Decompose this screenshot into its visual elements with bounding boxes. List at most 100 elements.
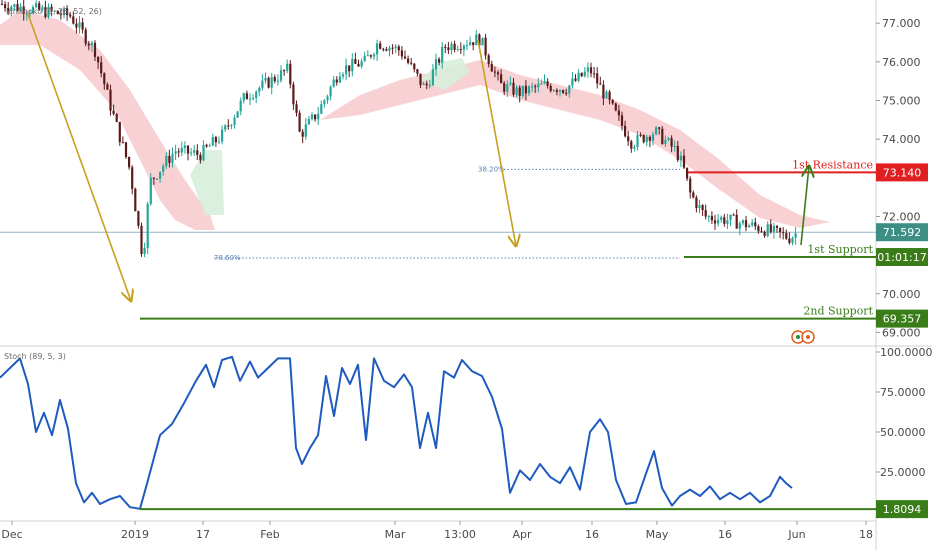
candle-body-193 [599,83,602,85]
candle-body-177 [549,85,552,91]
candle-body-164 [509,82,512,85]
time-tick-label-0: Dec [1,528,22,541]
candle-body-122 [379,43,382,49]
candle-body-255 [791,237,794,243]
candle-body-166 [515,87,518,95]
price-tick-label-2: 75.000 [882,94,921,107]
stoch-tick-label-0: 100.0000 [880,346,932,359]
candle-body-71 [221,129,224,142]
candle-body-47 [146,203,149,248]
candle-body-29 [90,42,93,46]
candle-body-129 [400,50,403,57]
candle-body-220 [682,155,686,168]
candle-body-196 [608,91,611,100]
candle-body-63 [196,150,199,155]
candle-body-48 [149,177,152,204]
candle-body-84 [261,80,264,88]
candle-body-116 [360,61,363,67]
candle-body-213 [661,128,664,144]
current-price-tag-text: 71.592 [883,226,922,239]
candle-body-238 [738,223,741,229]
stoch-tick-label-3: 25.0000 [880,466,926,479]
candle-body-37 [115,114,118,122]
support-1-tag-text: 01:01:17 [877,251,926,264]
candle-body-33 [103,73,106,85]
candle-body-97 [301,131,304,137]
candle-body-174 [540,83,543,85]
candle-body-1 [4,4,7,9]
candle-body-112 [348,65,351,72]
candle-body-180 [558,90,562,92]
candle-body-45 [140,225,143,254]
candle-body-132 [410,62,413,64]
candle-body-87 [270,77,273,88]
candle-body-249 [772,225,775,232]
candle-body-233 [723,217,726,224]
ichimoku-label[interactable]: Ichimoku (9, 26, 52, 26) [6,7,102,16]
candle-body-251 [779,227,782,233]
candle-body-79 [245,93,248,100]
candle-body-72 [224,125,227,130]
candle-body-189 [586,67,589,72]
fib-label-0: 38.20% [478,165,505,173]
candle-body-135 [419,73,422,85]
candle-body-6 [19,6,22,11]
candle-body-209 [648,136,651,141]
candle-body-108 [335,79,338,83]
candle-body-150 [465,45,469,47]
candle-body-25 [78,22,81,28]
candle-body-40 [124,142,128,158]
candle-body-223 [692,192,695,198]
stoch-tick-label-2: 50.0000 [880,426,926,439]
candle-body-203 [630,141,633,149]
candle-body-114 [354,59,357,64]
candle-body-247 [766,224,769,236]
price-tick-label-6: 69.000 [882,326,921,339]
candle-body-78 [242,93,245,101]
candle-body-103 [320,104,323,114]
candle-body-8 [25,13,28,15]
candle-body-107 [332,79,335,87]
stoch-line [0,355,793,510]
stoch-support-tag-text: 1.8094 [883,503,922,516]
candle-body-96 [298,112,301,132]
price-tick-label-4: 72.000 [882,210,921,223]
candle-body-120 [372,54,376,57]
candle-body-11 [35,3,38,8]
candle-body-199 [617,110,620,116]
arrow-down-2 [477,39,516,246]
candle-body-253 [785,233,788,239]
stoch-tick-label-1: 75.0000 [880,386,926,399]
candle-body-53 [165,156,168,167]
candle-body-188 [583,71,586,77]
candle-body-205 [636,134,639,147]
candle-body-16 [50,6,53,12]
candle-body-14 [44,7,47,18]
stoch-support-tag-bg [876,500,928,519]
candle-body-225 [698,205,701,209]
candle-body-24 [75,23,78,28]
candle-body-185 [574,78,577,81]
level-label-1: 1st Support [807,243,873,256]
candle-body-17 [53,10,56,12]
candle-body-15 [47,6,50,18]
candle-body-125 [388,47,391,51]
candle-body-228 [707,216,710,218]
candle-body-13 [41,7,44,10]
candle-body-183 [568,85,571,94]
candle-body-167 [518,87,521,97]
stoch-label[interactable]: Stoch (89, 5, 3) [4,352,66,361]
candle-body-216 [670,138,673,147]
resistance-tag-bg [876,163,928,182]
candle-body-170 [527,86,531,94]
candle-body-58 [180,147,183,153]
candle-body-136 [422,83,425,85]
candle-body-156 [484,37,487,56]
candle-body-82 [255,91,258,98]
candle-body-218 [676,145,679,161]
candle-body-105 [326,96,329,101]
candle-body-133 [413,63,416,70]
time-tick-label-9: 16 [718,528,732,541]
candle-body-124 [385,49,388,51]
